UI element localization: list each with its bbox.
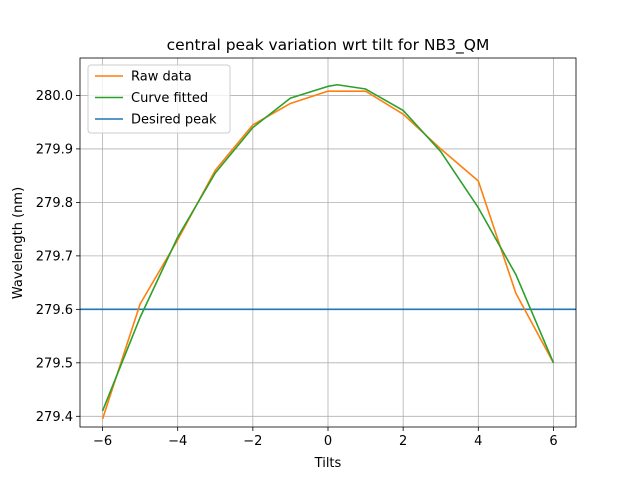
x-tick-label: 0 [324,434,332,449]
legend-label-curve-fitted: Curve fitted [131,91,208,106]
x-tick-label: −2 [243,434,262,449]
x-tick-label: 4 [474,434,482,449]
legend-label-desired-peak: Desired peak [131,113,217,128]
x-tick-label: 6 [549,434,557,449]
legend-label-raw-data: Raw data [131,70,192,85]
axis-ticks: −6 −4 −2 0 2 4 6 279.4 279.5 279.6 279.7 279.8 279.9… [36,89,558,449]
x-axis-label: Tilts [314,456,342,471]
plot-lines [80,83,576,420]
y-tick-label: 279.6 [36,303,73,318]
x-tick-label: 2 [399,434,407,449]
curve-fitted-line [101,83,555,412]
x-tick-label: −6 [93,434,112,449]
y-tick-label: 279.9 [36,142,73,157]
y-tick-label: 279.4 [36,410,73,425]
chart-title: central peak variation wrt tilt for NB3_… [167,36,490,55]
y-axis-label: Wavelength (nm) [11,187,26,299]
legend-box [87,64,231,134]
raw-data-line [101,90,555,420]
x-tick-label: −4 [168,434,187,449]
legend: Raw data Curve fitted Desired peak [87,64,231,134]
y-tick-label: 280.0 [36,89,73,104]
y-tick-label: 279.8 [36,196,73,211]
y-tick-label: 279.7 [36,249,73,264]
y-tick-label: 279.5 [36,356,73,371]
